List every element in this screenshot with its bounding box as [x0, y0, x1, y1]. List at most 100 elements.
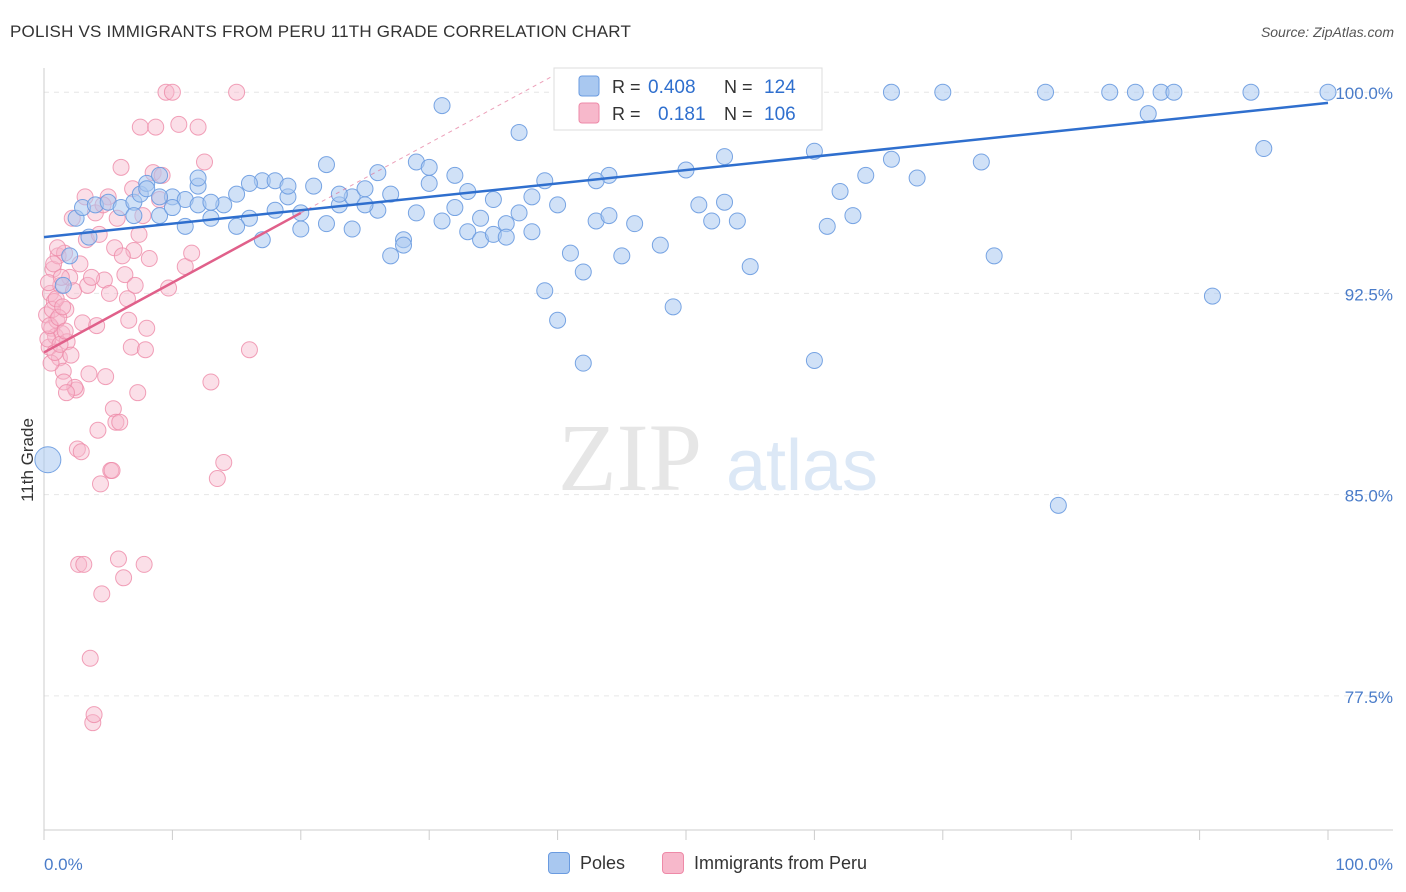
- y-tick-label: 92.5%: [1345, 285, 1393, 304]
- data-point-poles: [1165, 83, 1183, 101]
- data-point-poles: [664, 298, 682, 316]
- stats-n-value-poles: 124: [764, 77, 796, 98]
- data-point-poles: [1101, 83, 1119, 101]
- data-point-peru: [126, 276, 144, 294]
- data-point-peru: [103, 461, 121, 479]
- data-point-peru: [111, 413, 129, 431]
- data-point-poles: [382, 185, 400, 203]
- y-tick-label: 77.5%: [1345, 688, 1393, 707]
- x-tick-label-left: 0.0%: [44, 855, 83, 874]
- stats-box: R = 0.408 N = 124 R = 0.181 N = 106: [553, 67, 823, 131]
- data-point-poles: [741, 258, 759, 276]
- data-point-poles: [934, 83, 952, 101]
- chart-title: POLISH VS IMMIGRANTS FROM PERU 11TH GRAD…: [10, 22, 632, 41]
- legend-swatch-poles: [548, 852, 570, 874]
- data-point-peru: [56, 322, 74, 340]
- data-point-poles: [151, 188, 169, 206]
- data-point-poles: [292, 220, 310, 238]
- data-point-poles: [882, 150, 900, 168]
- watermark-zip: ZIP: [558, 404, 702, 511]
- stats-r-value-poles: 0.408: [648, 77, 696, 98]
- data-point-peru: [140, 250, 158, 268]
- trendlines: [43, 72, 1329, 354]
- y-axis-label: 11th Grade: [18, 418, 37, 502]
- data-point-peru: [113, 247, 131, 265]
- data-point-poles: [343, 220, 361, 238]
- data-point-peru: [54, 298, 72, 316]
- data-point-peru: [129, 384, 147, 402]
- data-point-poles: [703, 212, 721, 230]
- data-point-poles: [228, 217, 246, 235]
- stats-n-value-peru: 106: [764, 104, 796, 125]
- watermark: ZIP atlas: [558, 404, 878, 511]
- data-point-poles: [857, 166, 875, 184]
- data-point-poles: [459, 223, 477, 241]
- data-point-poles: [882, 83, 900, 101]
- data-point-poles: [510, 123, 528, 141]
- data-point-peru: [183, 244, 201, 262]
- data-point-poles: [600, 207, 618, 225]
- data-point-poles: [549, 196, 567, 214]
- data-point-poles: [279, 177, 297, 195]
- data-point-poles: [1037, 83, 1055, 101]
- data-point-poles: [574, 354, 592, 372]
- data-point-peru: [138, 319, 156, 337]
- data-point-poles: [561, 244, 579, 262]
- data-point-peru: [42, 354, 60, 372]
- data-point-peru: [122, 338, 140, 356]
- data-point-peru: [91, 475, 109, 493]
- legend-label-peru: Immigrants from Peru: [694, 852, 868, 873]
- data-point-peru: [67, 381, 85, 399]
- data-point-poles: [1139, 105, 1157, 123]
- data-point-poles: [818, 217, 836, 235]
- data-point-poles: [433, 97, 451, 115]
- data-point-poles: [317, 156, 335, 174]
- stats-swatch-peru: [578, 102, 600, 124]
- data-point-peru: [100, 284, 118, 302]
- data-point-poles: [228, 185, 246, 203]
- data-point-peru: [48, 239, 66, 257]
- data-point-poles: [536, 282, 554, 300]
- data-point-poles: [407, 204, 425, 222]
- data-point-peru: [79, 276, 97, 294]
- data-point-poles: [574, 263, 592, 281]
- data-point-poles: [613, 247, 631, 265]
- y-tick-labels: 100.0% 92.5% 85.0% 77.5%: [1335, 84, 1393, 707]
- data-point-poles: [151, 207, 169, 225]
- data-point-peru: [170, 115, 188, 133]
- trendline-poles: [43, 101, 1329, 239]
- data-point-poles: [446, 199, 464, 217]
- stats-swatch-poles: [578, 75, 600, 97]
- y-tick-label: 85.0%: [1345, 487, 1393, 506]
- trendline-peru: [43, 211, 302, 354]
- legend-item-poles: Poles: [548, 852, 625, 874]
- data-point-poles: [805, 351, 823, 369]
- data-point-peru: [131, 118, 149, 136]
- data-point-peru: [157, 83, 175, 101]
- data-point-poles: [420, 174, 438, 192]
- data-point-peru: [202, 373, 220, 391]
- data-point-peru: [109, 550, 127, 568]
- data-point-poles: [202, 193, 220, 211]
- data-point-poles: [138, 180, 156, 198]
- data-point-poles: [831, 182, 849, 200]
- data-point-poles: [908, 169, 926, 187]
- data-point-peru: [89, 421, 107, 439]
- data-point-poles: [716, 148, 734, 166]
- data-point-poles: [317, 215, 335, 233]
- data-point-peru: [75, 555, 93, 573]
- data-point-peru: [196, 153, 213, 171]
- data-point-poles: [1049, 496, 1067, 514]
- stats-r-value-peru: 0.181: [658, 104, 706, 125]
- data-point-peru: [93, 585, 111, 603]
- data-point-poles: [54, 276, 72, 294]
- data-point-peru: [240, 341, 258, 359]
- data-point-poles: [382, 247, 400, 265]
- data-point-poles: [240, 174, 258, 192]
- legend-label-poles: Poles: [580, 852, 626, 873]
- legend-swatch-peru: [662, 852, 684, 874]
- data-point-poles: [549, 311, 567, 329]
- data-point-poles: [266, 201, 284, 219]
- data-point-peru: [189, 118, 207, 136]
- data-point-poles: [395, 236, 413, 254]
